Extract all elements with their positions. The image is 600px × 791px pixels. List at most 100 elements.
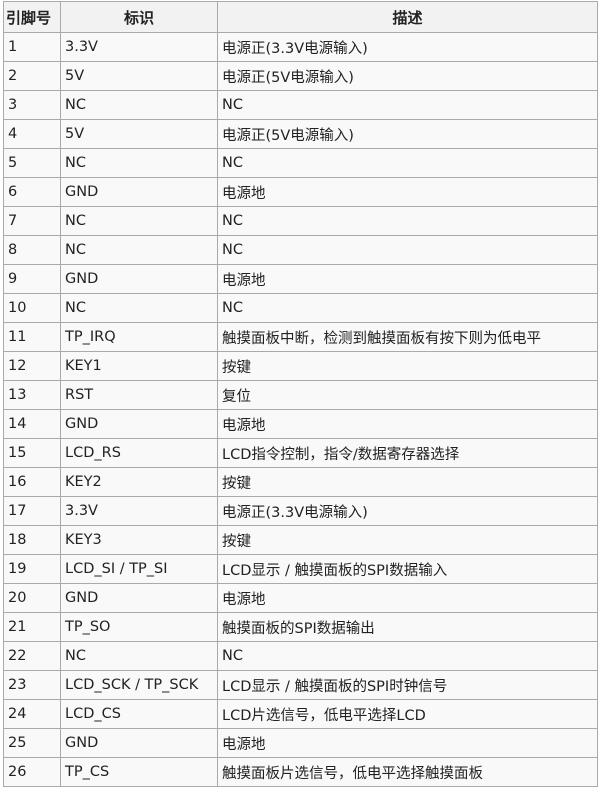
table-row: 3 NC NC	[3, 90, 598, 120]
table-row: 22 NC NC	[3, 641, 598, 671]
pin-description: 电源正(5V电源输入)	[217, 119, 598, 149]
table-row: 4 5V 电源正(5V电源输入)	[3, 119, 598, 149]
pin-description: 按键	[217, 351, 598, 381]
pin-number: 22	[3, 641, 61, 671]
pin-description: 触摸面板片选信号，低电平选择触摸面板	[217, 757, 598, 787]
table-row: 25 GND 电源地	[3, 728, 598, 758]
table-row: 24 LCD_CS LCD片选信号，低电平选择LCD	[3, 699, 598, 729]
pin-label: GND	[60, 583, 218, 613]
pin-label: GND	[60, 728, 218, 758]
pin-description: 电源正(5V电源输入)	[217, 61, 598, 91]
pin-number: 5	[3, 148, 61, 178]
pin-number: 16	[3, 467, 61, 497]
table-row: 8 NC NC	[3, 235, 598, 265]
pin-description: NC	[217, 148, 598, 178]
pin-number: 23	[3, 670, 61, 700]
pin-number: 19	[3, 554, 61, 584]
table-row: 17 3.3V 电源正(3.3V电源输入)	[3, 496, 598, 526]
pin-description: 复位	[217, 380, 598, 410]
pin-number: 7	[3, 206, 61, 236]
pin-number: 10	[3, 293, 61, 323]
table-row: 15 LCD_RS LCD指令控制，指令/数据寄存器选择	[3, 438, 598, 468]
pin-description: 电源正(3.3V电源输入)	[217, 32, 598, 62]
pin-label: NC	[60, 90, 218, 120]
pin-label: GND	[60, 409, 218, 439]
pin-number: 9	[3, 264, 61, 294]
pin-description: 电源地	[217, 728, 598, 758]
table-row: 9 GND 电源地	[3, 264, 598, 294]
table-row: 5 NC NC	[3, 148, 598, 178]
pin-label: GND	[60, 264, 218, 294]
pin-description: 按键	[217, 525, 598, 555]
pin-number: 8	[3, 235, 61, 265]
table-row: 7 NC NC	[3, 206, 598, 236]
pin-label: KEY1	[60, 351, 218, 381]
pin-description: LCD显示 / 触摸面板的SPI数据输入	[217, 554, 598, 584]
pin-description: 电源地	[217, 409, 598, 439]
table-row: 13 RST 复位	[3, 380, 598, 410]
pin-description: 触摸面板的SPI数据输出	[217, 612, 598, 642]
pin-number: 6	[3, 177, 61, 207]
pin-number: 17	[3, 496, 61, 526]
pin-label: LCD_RS	[60, 438, 218, 468]
pin-label: NC	[60, 148, 218, 178]
pin-label: TP_IRQ	[60, 322, 218, 352]
header-label: 标识	[60, 1, 218, 33]
pin-number: 13	[3, 380, 61, 410]
pin-description: 触摸面板中断，检测到触摸面板有按下则为低电平	[217, 322, 598, 352]
pin-number: 21	[3, 612, 61, 642]
table-row: 19 LCD_SI / TP_SI LCD显示 / 触摸面板的SPI数据输入	[3, 554, 598, 584]
table-row: 2 5V 电源正(5V电源输入)	[3, 61, 598, 91]
pin-number: 15	[3, 438, 61, 468]
pin-label: 3.3V	[60, 32, 218, 62]
pin-description: LCD显示 / 触摸面板的SPI时钟信号	[217, 670, 598, 700]
pin-label: 5V	[60, 119, 218, 149]
table-row: 16 KEY2 按键	[3, 467, 598, 497]
pin-label: TP_CS	[60, 757, 218, 787]
pin-label: KEY2	[60, 467, 218, 497]
pin-label: LCD_SI / TP_SI	[60, 554, 218, 584]
table-row: 6 GND 电源地	[3, 177, 598, 207]
pin-table: 引脚号 标识 描述 1 3.3V 电源正(3.3V电源输入) 2 5V 电源正(5V电源输…	[3, 1, 598, 787]
header-pin: 引脚号	[3, 1, 61, 33]
pin-label: GND	[60, 177, 218, 207]
table-row: 21 TP_SO 触摸面板的SPI数据输出	[3, 612, 598, 642]
pin-number: 4	[3, 119, 61, 149]
pin-description: 电源地	[217, 583, 598, 613]
pin-number: 25	[3, 728, 61, 758]
pin-number: 24	[3, 699, 61, 729]
table-row: 10 NC NC	[3, 293, 598, 323]
table-row: 18 KEY3 按键	[3, 525, 598, 555]
table-row: 23 LCD_SCK / TP_SCK LCD显示 / 触摸面板的SPI时钟信号	[3, 670, 598, 700]
pin-description: NC	[217, 206, 598, 236]
pin-description: 电源地	[217, 264, 598, 294]
pin-label: NC	[60, 641, 218, 671]
pin-number: 20	[3, 583, 61, 613]
pin-description: LCD片选信号，低电平选择LCD	[217, 699, 598, 729]
pin-label: 3.3V	[60, 496, 218, 526]
header-description: 描述	[217, 1, 598, 33]
table-row: 1 3.3V 电源正(3.3V电源输入)	[3, 32, 598, 62]
pin-number: 14	[3, 409, 61, 439]
pin-label: LCD_CS	[60, 699, 218, 729]
pin-label: TP_SO	[60, 612, 218, 642]
pin-description: NC	[217, 293, 598, 323]
pin-description: LCD指令控制，指令/数据寄存器选择	[217, 438, 598, 468]
header-row: 引脚号 标识 描述	[3, 1, 598, 33]
table-row: 11 TP_IRQ 触摸面板中断，检测到触摸面板有按下则为低电平	[3, 322, 598, 352]
pin-description: NC	[217, 90, 598, 120]
pin-number: 26	[3, 757, 61, 787]
pin-label: NC	[60, 293, 218, 323]
pin-number: 12	[3, 351, 61, 381]
pin-label: KEY3	[60, 525, 218, 555]
pin-description: 电源地	[217, 177, 598, 207]
pin-label: NC	[60, 206, 218, 236]
pin-label: NC	[60, 235, 218, 265]
pin-description: 电源正(3.3V电源输入)	[217, 496, 598, 526]
pin-number: 11	[3, 322, 61, 352]
pin-number: 2	[3, 61, 61, 91]
table-row: 12 KEY1 按键	[3, 351, 598, 381]
table-row: 26 TP_CS 触摸面板片选信号，低电平选择触摸面板	[3, 757, 598, 787]
pin-label: 5V	[60, 61, 218, 91]
table-row: 14 GND 电源地	[3, 409, 598, 439]
